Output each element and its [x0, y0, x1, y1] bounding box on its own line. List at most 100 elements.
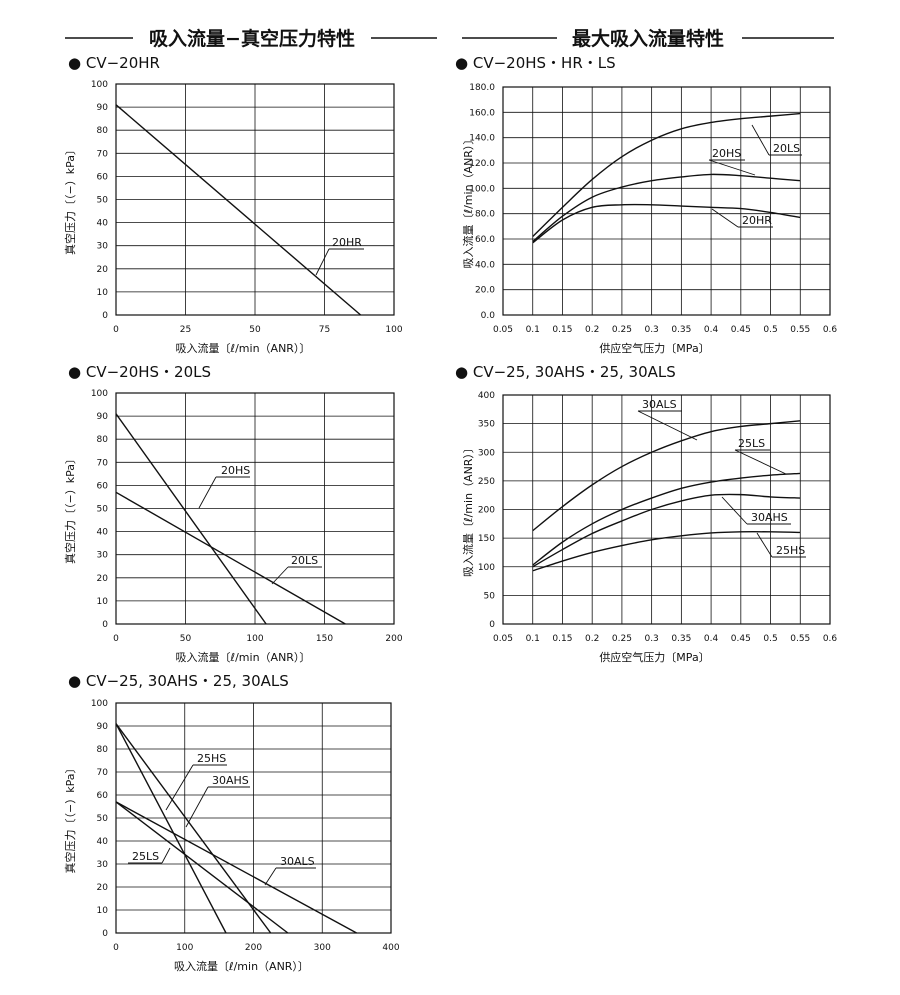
y-tick-label: 10 [97, 597, 109, 607]
label-leader [721, 496, 748, 525]
y-tick-label: 200 [478, 506, 495, 516]
x-axis-label: 吸入流量〔ℓ/min（ANR）〕 [176, 650, 311, 664]
label-leader [708, 159, 756, 176]
x-tick-label: 0.05 [493, 634, 513, 644]
chart-title: ● CV−25, 30AHS・25, 30ALS [68, 672, 289, 690]
x-tick-label: 0.55 [790, 634, 810, 644]
x-tick-label: 0 [113, 634, 119, 644]
series-label-30ALS: 30ALS [642, 398, 677, 411]
y-tick-label: 60 [97, 481, 109, 491]
series-line-20HR [115, 104, 362, 316]
series-line-20HR [532, 203, 801, 244]
y-tick-label: 60 [97, 172, 109, 182]
x-tick-label: 0.25 [612, 325, 632, 335]
label-leader [264, 867, 277, 886]
x-tick-label: 50 [180, 634, 192, 644]
y-tick-label: 70 [97, 768, 109, 778]
chart-2: ● CV−25, 30AHS・25, 30ALS 0 100 200 300 400 0 10… [63, 672, 400, 973]
x-tick-label: 0.25 [612, 634, 632, 644]
series-line-30ALS [532, 420, 801, 532]
y-tick-label: 160.0 [469, 108, 495, 118]
y-tick-label: 40 [97, 219, 109, 229]
x-tick-label: 0 [113, 943, 119, 953]
x-axis-label: 供应空气压力〔MPa〕 [599, 341, 709, 355]
plot-frame [115, 392, 395, 625]
x-tick-label: 0.4 [704, 325, 719, 335]
chart-1: ● CV−20HS・20LS 0 50 100 150 200 0 10 20 30 40 50 60 7… [63, 363, 403, 664]
x-tick-label: 0.6 [823, 325, 838, 335]
y-tick-label: 90 [97, 722, 109, 732]
plot-frame [502, 86, 831, 316]
x-tick-label: 75 [319, 325, 330, 335]
y-tick-label: 90 [97, 412, 109, 422]
label-leader [734, 449, 787, 475]
chart-title: ● CV−20HS・20LS [68, 363, 211, 381]
y-tick-label: 30 [97, 242, 109, 252]
plot-frame [115, 702, 392, 934]
label-leader [756, 532, 773, 558]
series-label-30AHS: 30AHS [751, 511, 788, 524]
x-tick-label: 0 [113, 325, 119, 335]
series-label-25LS: 25LS [738, 437, 765, 450]
y-tick-label: 80.0 [475, 210, 495, 220]
label-leader [271, 566, 289, 585]
y-tick-label: 10 [97, 906, 109, 916]
y-tick-label: 80 [97, 745, 109, 755]
x-tick-label: 25 [180, 325, 191, 335]
x-tick-label: 0.35 [671, 634, 691, 644]
series-line-25HS [532, 531, 801, 572]
chart-0: ● CV−20HR 0 25 50 75 100 0 10 20 30 40 50 60 70 80 90 10… [63, 54, 403, 355]
x-axis-label: 吸入流量〔ℓ/min（ANR）〕 [176, 341, 311, 355]
heading-right: 最大吸入流量特性 [572, 27, 724, 50]
x-tick-label: 0.05 [493, 325, 513, 335]
series-label-20HR: 20HR [332, 236, 362, 249]
x-tick-label: 100 [176, 943, 193, 953]
y-tick-label: 20 [97, 265, 109, 275]
series-line-20HS [115, 413, 267, 625]
x-tick-label: 0.4 [704, 634, 719, 644]
chart-title: ● CV−25, 30AHS・25, 30ALS [455, 363, 676, 381]
y-tick-label: 250 [478, 477, 495, 487]
y-tick-label: 100.0 [469, 184, 495, 194]
plot-frame [502, 394, 831, 625]
y-tick-label: 70 [97, 458, 109, 468]
series-label-20LS: 20LS [773, 142, 800, 155]
y-tick-label: 150 [478, 534, 495, 544]
x-tick-label: 100 [385, 325, 402, 335]
label-leader [711, 208, 739, 228]
x-axis-label: 吸入流量〔ℓ/min（ANR）〕 [174, 959, 309, 973]
y-axis-label: 真空压力〔（−）kPa〕 [63, 763, 77, 874]
y-tick-label: 40 [97, 528, 109, 538]
series-line-30AHS [115, 723, 272, 934]
y-tick-label: 350 [478, 420, 495, 430]
y-tick-label: 30 [97, 551, 109, 561]
x-tick-label: 0.5 [763, 634, 777, 644]
chart-title: ● CV−20HR [68, 54, 160, 72]
series-line-25LS [115, 801, 289, 934]
y-axis-label: 吸入流量〔ℓ/min（ANR）〕 [461, 134, 475, 269]
y-tick-label: 120.0 [469, 159, 495, 169]
x-tick-label: 200 [385, 634, 402, 644]
y-tick-label: 70 [97, 149, 109, 159]
y-tick-label: 60.0 [475, 235, 495, 245]
y-tick-label: 20 [97, 883, 109, 893]
series-label-20HS: 20HS [221, 464, 250, 477]
y-tick-label: 50 [484, 591, 496, 601]
y-axis-label: 真空压力〔（−）kPa〕 [63, 144, 77, 255]
label-leader [165, 764, 194, 811]
x-tick-label: 400 [382, 943, 399, 953]
x-tick-label: 0.1 [526, 325, 540, 335]
y-tick-label: 80 [97, 435, 109, 445]
y-tick-label: 50 [97, 196, 109, 206]
series-label-30ALS: 30ALS [280, 855, 315, 868]
y-tick-label: 30 [97, 860, 109, 870]
heading-left: 吸入流量−真空压力特性 [149, 27, 355, 50]
y-tick-label: 90 [97, 103, 109, 113]
label-leader [637, 410, 698, 441]
y-tick-label: 0 [489, 620, 495, 630]
y-tick-label: 40 [97, 837, 109, 847]
y-tick-label: 100 [91, 80, 108, 90]
y-tick-label: 40.0 [475, 260, 495, 270]
